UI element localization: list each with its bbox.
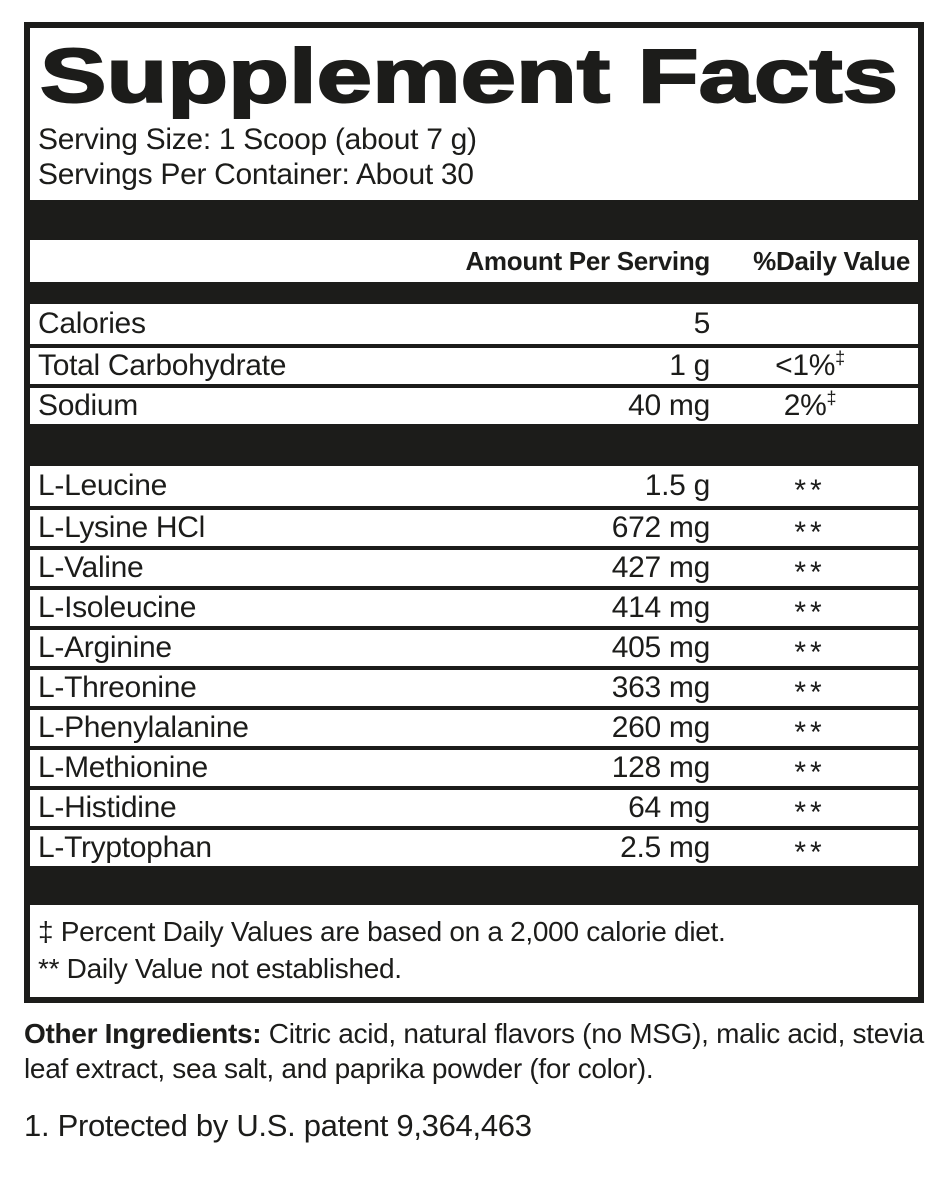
serving-size: Serving Size: 1 Scoop (about 7 g) — [38, 123, 477, 156]
nutrient-name: Total Carbohydrate — [38, 349, 287, 382]
nutrient-amount: 40 mg — [628, 389, 710, 422]
nutrient-daily-value: ** — [710, 469, 910, 507]
dv-value: ** — [794, 516, 826, 549]
dv-value: ** — [794, 716, 826, 749]
nutrient-daily-value: ** — [710, 751, 910, 789]
nutrient-name: L-Methionine — [38, 751, 208, 784]
table-row: L-Isoleucine 414 mg ** — [30, 586, 918, 629]
nutrient-daily-value: ** — [710, 511, 910, 549]
nutrient-amount: 427 mg — [611, 551, 711, 584]
nutrient-name: L-Leucine — [38, 469, 168, 502]
nutrient-amount: 1 g — [669, 349, 710, 382]
nutrient-name: L-Arginine — [38, 631, 172, 664]
nutrient-name: L-Phenylalanine — [38, 711, 249, 744]
dv-footnote-mark: ‡ — [826, 388, 837, 408]
nutrient-daily-value: ** — [710, 791, 910, 829]
dv-footnote-mark: ‡ — [835, 348, 845, 368]
dv-value: ** — [794, 796, 826, 829]
nutrient-name: L-Threonine — [38, 671, 197, 704]
table-row: L-Lysine HCl 672 mg ** — [30, 506, 918, 549]
nutrient-name: L-Valine — [38, 551, 144, 584]
nutrient-daily-value: ** — [710, 711, 910, 749]
nutrient-amount: 2.5 mg — [620, 831, 710, 864]
supplement-facts-panel: Supplement Facts Serving Size: 1 Scoop (… — [24, 22, 924, 1003]
dv-value: ** — [794, 596, 826, 629]
header-amount-per-serving: Amount Per Serving — [465, 245, 710, 276]
table-row: L-Tryptophan 2.5 mg ** — [30, 826, 918, 869]
table-row: Sodium 40 mg 2%‡ — [30, 384, 918, 424]
nutrient-name: Calories — [38, 307, 146, 340]
dv-value: ** — [794, 636, 826, 669]
nutrient-amount: 414 mg — [611, 591, 711, 624]
panel-title-text: Supplement Facts — [40, 36, 898, 119]
divider-bar-amino — [30, 424, 918, 466]
nutrient-daily-value: ** — [710, 831, 910, 869]
divider-bar-top — [30, 200, 918, 240]
dv-value: ** — [794, 474, 826, 507]
nutrient-daily-value: <1%‡ — [710, 349, 910, 383]
divider-bar-header — [30, 282, 918, 304]
dv-value: ** — [794, 836, 826, 869]
table-header-row: Amount Per Serving %Daily Value — [30, 240, 918, 282]
nutrient-amount: 64 mg — [628, 791, 710, 824]
other-ingredients: Other Ingredients: Citric acid, natural … — [24, 1016, 924, 1086]
table-row: L-Histidine 64 mg ** — [30, 786, 918, 829]
other-ingredients-text: Citric acid, natural flavors (no MSG), m… — [24, 1018, 924, 1084]
nutrient-amount: 672 mg — [611, 511, 711, 544]
nutrient-amount: 1.5 g — [644, 469, 711, 502]
footnotes: ‡ Percent Daily Values are based on a 2,… — [30, 905, 918, 997]
nutrient-amount: 405 mg — [611, 631, 711, 664]
dv-value: ** — [794, 676, 826, 709]
panel-title-wrap: Supplement Facts — [30, 28, 918, 120]
nutrient-daily-value: 2%‡ — [710, 389, 910, 423]
nutrient-daily-value: ** — [710, 591, 910, 629]
table-row: L-Phenylalanine 260 mg ** — [30, 706, 918, 749]
nutrient-name: L-Tryptophan — [38, 831, 212, 864]
divider-bar-footnotes — [30, 866, 918, 905]
table-row: L-Threonine 363 mg ** — [30, 666, 918, 709]
footnote-daily-values: ‡ Percent Daily Values are based on a 2,… — [38, 916, 726, 947]
table-row: L-Methionine 128 mg ** — [30, 746, 918, 789]
footnote-not-established: ** Daily Value not established. — [38, 953, 402, 984]
nutrient-name: Sodium — [38, 389, 138, 422]
nutrient-daily-value: ** — [710, 551, 910, 589]
nutrient-daily-value: ** — [710, 631, 910, 669]
table-row: Calories 5 — [30, 304, 918, 344]
servings-per-container: Servings Per Container: About 30 — [38, 158, 474, 191]
header-daily-value: %Daily Value — [753, 245, 910, 276]
other-ingredients-label: Other Ingredients: — [24, 1018, 262, 1049]
nutrient-amount: 128 mg — [611, 751, 711, 784]
patent-note: 1. Protected by U.S. patent 9,364,463 — [24, 1108, 532, 1143]
nutrient-amount: 5 — [693, 307, 711, 340]
table-row: Total Carbohydrate 1 g <1%‡ — [30, 344, 918, 384]
nutrient-amount: 260 mg — [611, 711, 711, 744]
table-row: L-Valine 427 mg ** — [30, 546, 918, 589]
nutrient-name: L-Isoleucine — [38, 591, 197, 624]
dv-value: 2% — [783, 389, 827, 422]
nutrient-amount: 363 mg — [611, 671, 711, 704]
serving-info: Serving Size: 1 Scoop (about 7 g) Servin… — [30, 120, 918, 192]
dv-value: <1% — [775, 349, 836, 382]
dv-value: ** — [794, 756, 826, 789]
nutrient-daily-value: ** — [710, 671, 910, 709]
panel-title: Supplement Facts — [39, 36, 899, 120]
table-row: L-Leucine 1.5 g ** — [30, 466, 918, 507]
table-row: L-Arginine 405 mg ** — [30, 626, 918, 669]
nutrient-name: L-Lysine HCl — [38, 511, 206, 544]
nutrient-name: L-Histidine — [38, 791, 177, 824]
dv-value: ** — [794, 556, 826, 589]
